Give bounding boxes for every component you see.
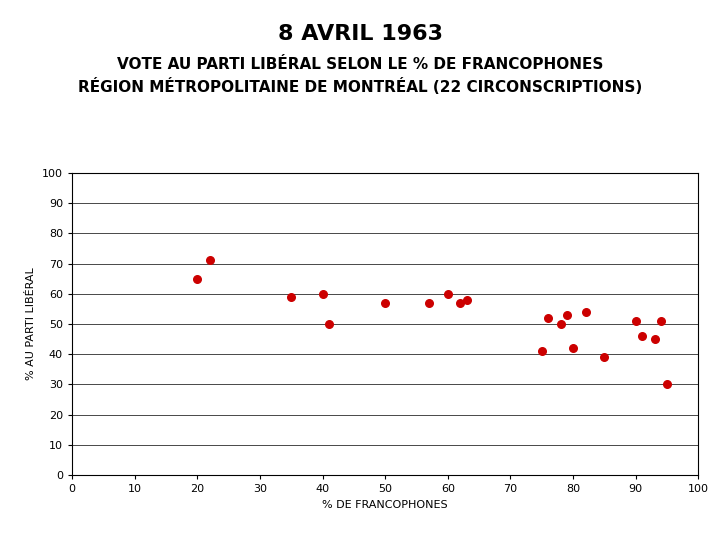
- Point: [567, 344, 579, 353]
- Point: [555, 320, 567, 328]
- Point: [192, 274, 203, 283]
- Point: [542, 314, 554, 322]
- Point: [454, 299, 466, 307]
- Point: [423, 299, 435, 307]
- Point: [599, 353, 611, 362]
- Point: [379, 299, 391, 307]
- Point: [461, 295, 472, 304]
- Point: [649, 335, 660, 343]
- Point: [323, 320, 335, 328]
- Point: [317, 289, 328, 298]
- Point: [636, 332, 648, 340]
- Point: [442, 289, 454, 298]
- Point: [204, 256, 215, 265]
- Text: 8 AVRIL 1963: 8 AVRIL 1963: [277, 24, 443, 44]
- Point: [285, 293, 297, 301]
- Point: [662, 380, 673, 389]
- Text: RÉGION MÉTROPOLITAINE DE MONTRÉAL (22 CIRCONSCRIPTIONS): RÉGION MÉTROPOLITAINE DE MONTRÉAL (22 CI…: [78, 78, 642, 95]
- Point: [655, 316, 667, 325]
- Point: [630, 316, 642, 325]
- Y-axis label: % AU PARTI LIBÉRAL: % AU PARTI LIBÉRAL: [27, 268, 37, 380]
- Point: [536, 347, 547, 355]
- X-axis label: % DE FRANCOPHONES: % DE FRANCOPHONES: [323, 500, 448, 510]
- Point: [561, 310, 572, 319]
- Text: VOTE AU PARTI LIBÉRAL SELON LE % DE FRANCOPHONES: VOTE AU PARTI LIBÉRAL SELON LE % DE FRAN…: [117, 57, 603, 72]
- Point: [580, 308, 591, 316]
